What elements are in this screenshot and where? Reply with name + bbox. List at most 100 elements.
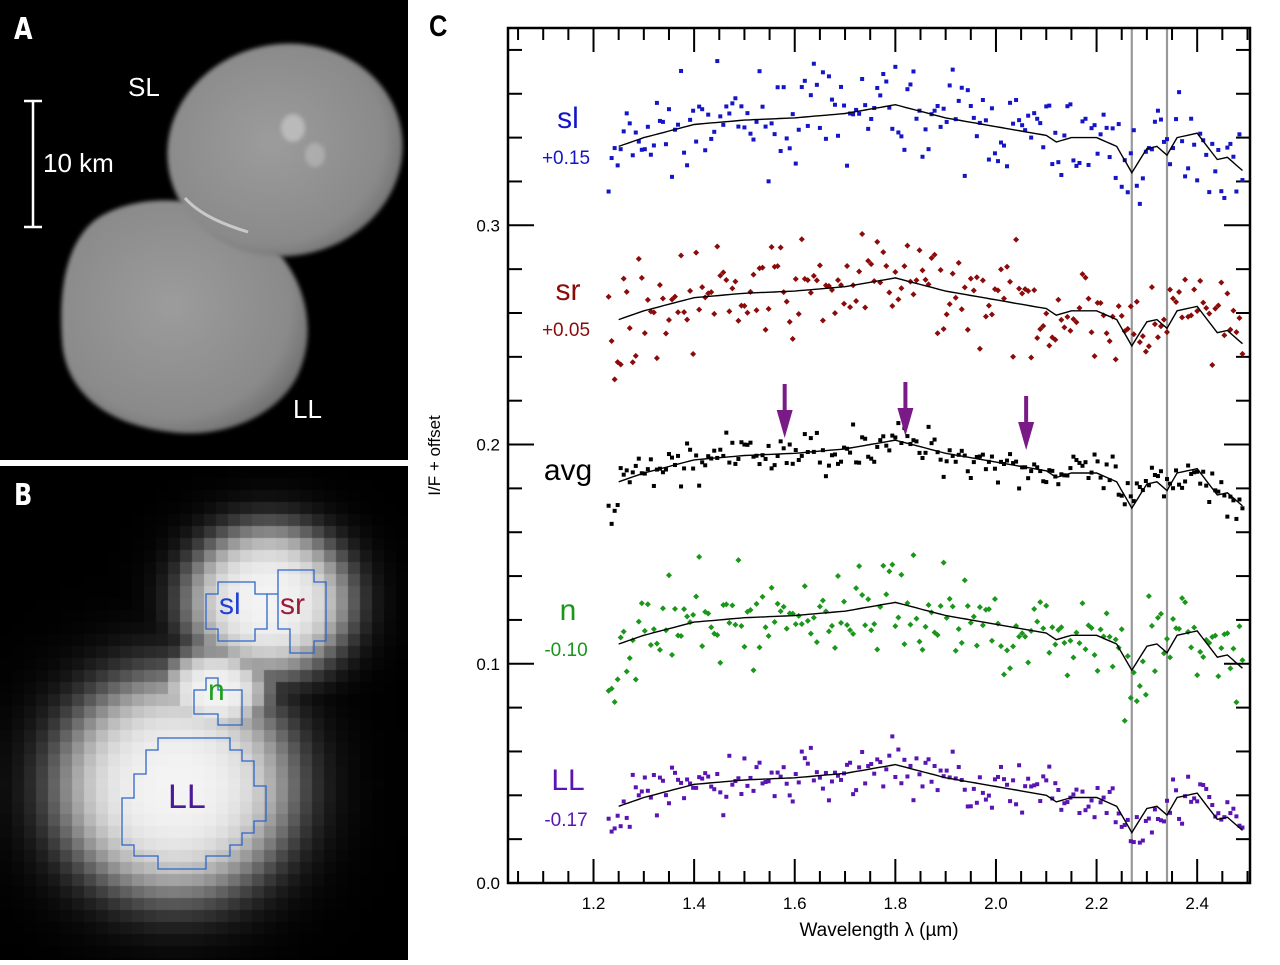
data-point bbox=[1155, 474, 1160, 479]
series-label-avg: avg bbox=[544, 454, 592, 487]
x-tick-label: 2.4 bbox=[1185, 894, 1209, 913]
data-point bbox=[1080, 789, 1085, 794]
data-point bbox=[1058, 624, 1065, 631]
data-point bbox=[890, 126, 895, 131]
data-point bbox=[624, 815, 629, 820]
series-offset-sr: +0.05 bbox=[542, 320, 590, 341]
data-point bbox=[1019, 290, 1026, 297]
data-point bbox=[753, 307, 760, 314]
series-label-n: n bbox=[560, 594, 577, 627]
x-tick-label: 2.0 bbox=[984, 894, 1008, 913]
data-point bbox=[956, 452, 961, 457]
data-point bbox=[750, 271, 757, 278]
scale-bar-label: 10 km bbox=[43, 148, 114, 178]
data-point bbox=[1176, 289, 1183, 296]
data-point bbox=[1189, 471, 1194, 476]
data-point bbox=[1158, 469, 1163, 474]
data-point bbox=[762, 624, 769, 631]
data-point bbox=[1071, 792, 1076, 797]
data-point bbox=[657, 118, 662, 123]
data-point bbox=[1130, 669, 1137, 676]
data-point bbox=[1010, 353, 1017, 360]
data-point bbox=[715, 59, 720, 64]
data-point bbox=[793, 772, 798, 777]
data-point bbox=[748, 775, 753, 780]
data-point bbox=[1083, 808, 1088, 813]
data-point bbox=[1216, 811, 1221, 816]
data-point bbox=[682, 150, 687, 155]
data-point bbox=[1225, 145, 1230, 150]
data-point bbox=[1044, 104, 1049, 109]
data-point bbox=[831, 644, 838, 651]
data-point bbox=[657, 775, 662, 780]
data-point bbox=[1136, 339, 1143, 346]
data-point bbox=[863, 436, 868, 441]
data-point bbox=[1025, 659, 1032, 666]
data-point bbox=[714, 632, 721, 639]
data-point bbox=[1121, 717, 1128, 724]
data-point bbox=[914, 756, 919, 761]
data-point bbox=[726, 619, 733, 626]
data-point bbox=[1234, 516, 1239, 521]
data-point bbox=[1188, 312, 1195, 319]
data-point bbox=[881, 434, 886, 439]
data-point bbox=[859, 592, 866, 599]
data-point bbox=[1137, 840, 1142, 845]
data-point bbox=[1028, 354, 1035, 361]
data-point bbox=[757, 462, 762, 467]
data-point bbox=[839, 459, 844, 464]
data-point bbox=[828, 622, 835, 629]
data-point bbox=[793, 161, 798, 166]
data-point bbox=[935, 788, 940, 793]
data-point bbox=[1014, 459, 1019, 464]
data-point bbox=[654, 100, 659, 105]
data-point bbox=[1122, 502, 1127, 507]
data-point bbox=[741, 643, 748, 650]
data-point bbox=[682, 466, 687, 471]
data-point bbox=[958, 639, 965, 646]
data-point bbox=[1008, 100, 1013, 105]
x-axis-label: Wavelength λ (µm) bbox=[799, 920, 958, 941]
data-point bbox=[656, 646, 663, 653]
data-point bbox=[1131, 840, 1136, 845]
data-point bbox=[1032, 783, 1037, 788]
data-point bbox=[983, 118, 988, 123]
data-point bbox=[949, 270, 956, 277]
data-point bbox=[802, 756, 807, 761]
arrokoth-image bbox=[24, 43, 403, 434]
data-point bbox=[1086, 476, 1091, 481]
data-point bbox=[1179, 314, 1186, 321]
data-point bbox=[813, 639, 820, 646]
data-point bbox=[1062, 133, 1067, 138]
data-point bbox=[694, 453, 699, 458]
data-point bbox=[796, 780, 801, 785]
data-point bbox=[825, 628, 832, 635]
data-point bbox=[899, 441, 904, 446]
data-point bbox=[871, 620, 878, 627]
data-point bbox=[648, 152, 653, 157]
data-point bbox=[708, 624, 715, 631]
data-point bbox=[1188, 644, 1195, 651]
data-point bbox=[944, 459, 949, 464]
data-point bbox=[635, 618, 642, 625]
data-point bbox=[1007, 278, 1014, 285]
data-point bbox=[865, 257, 872, 264]
data-point bbox=[736, 124, 741, 129]
data-point bbox=[1109, 663, 1116, 670]
data-point bbox=[666, 107, 671, 112]
data-point bbox=[1007, 665, 1014, 672]
data-point bbox=[1077, 811, 1082, 816]
data-point bbox=[1192, 796, 1197, 801]
data-point bbox=[925, 602, 932, 609]
data-point bbox=[717, 659, 724, 666]
data-point bbox=[1197, 277, 1204, 284]
data-point bbox=[905, 774, 910, 779]
data-point bbox=[1168, 810, 1173, 815]
data-point bbox=[905, 434, 910, 439]
data-point bbox=[1031, 606, 1038, 613]
data-point bbox=[1128, 151, 1133, 156]
data-point bbox=[820, 70, 825, 75]
data-point bbox=[685, 777, 690, 782]
data-point bbox=[944, 119, 949, 124]
data-point bbox=[973, 274, 980, 281]
